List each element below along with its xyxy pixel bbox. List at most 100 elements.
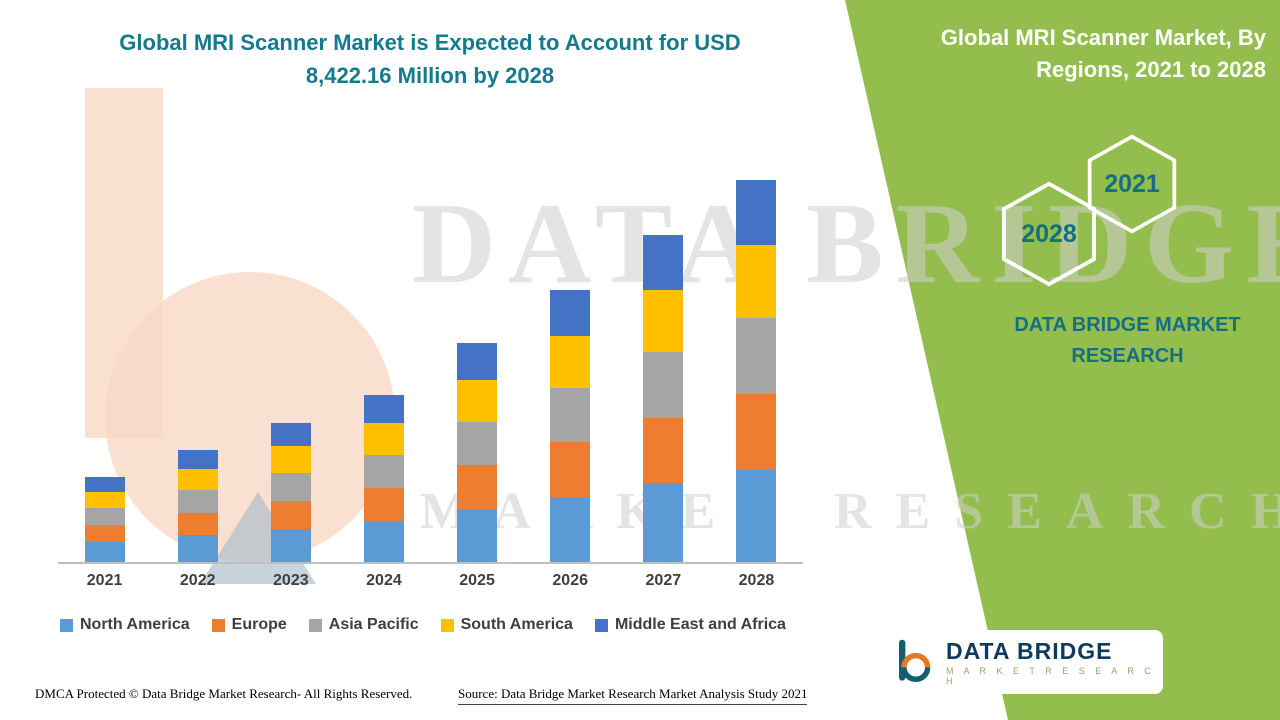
- bar-segment-europe-2023: [270, 500, 311, 529]
- bar-segment-south-america-2025: [457, 379, 498, 422]
- bar-group-2021: [58, 172, 151, 562]
- legend-label-europe: Europe: [231, 616, 287, 633]
- bar-segment-asia-pacific-2026: [550, 387, 591, 443]
- bar-stack-2025: [457, 172, 498, 562]
- legend-item-middle-east-and-africa: Middle East and Africa: [594, 616, 786, 634]
- bar-segment-europe-2025: [457, 465, 498, 510]
- dbmr-logo-card: DATA BRIDGE M A R K E T R E S E A R C H: [868, 630, 1163, 694]
- bar-segment-south-america-2023: [270, 446, 311, 473]
- legend-item-europe: Europe: [211, 616, 287, 634]
- bar-segment-asia-pacific-2021: [84, 507, 125, 525]
- legend-label-middle-east-and-africa: Middle East and Africa: [614, 616, 786, 633]
- legend-item-south-america: South America: [440, 616, 573, 634]
- bar-segment-middle-east-and-africa-2022: [177, 450, 218, 470]
- bar-segment-north-america-2028: [736, 470, 777, 562]
- bar-segment-south-america-2024: [363, 423, 404, 455]
- bar-segment-asia-pacific-2022: [177, 490, 218, 513]
- bar-stack-2023: [270, 172, 311, 562]
- hexagon-2028-label: 2028: [1021, 219, 1077, 248]
- bar-stack-2022: [177, 172, 218, 562]
- bar-segment-north-america-2023: [270, 528, 311, 562]
- legend-swatch-south-america: [440, 618, 454, 632]
- bar-stack-2028: [736, 172, 777, 562]
- dbmr-logo-text: DATA BRIDGE M A R K E T R E S E A R C H: [946, 639, 1163, 686]
- bar-segment-middle-east-and-africa-2025: [457, 342, 498, 380]
- x-axis-labels: 2021 2022 2023 2024 2025 2026 2027 2028: [58, 572, 803, 590]
- bar-segment-south-america-2021: [84, 491, 125, 508]
- bar-segment-north-america-2027: [643, 483, 684, 562]
- dbmr-b-icon: [899, 639, 931, 682]
- bar-segment-europe-2024: [363, 488, 404, 522]
- legend-swatch-europe: [211, 618, 225, 632]
- bar-segment-north-america-2024: [363, 521, 404, 562]
- hexagon-outline-icon: [1087, 134, 1177, 234]
- bar-segment-asia-pacific-2023: [270, 472, 311, 501]
- legend-label-north-america: North America: [80, 616, 190, 633]
- bar-segment-south-america-2028: [736, 245, 777, 318]
- plot-area: [58, 172, 803, 564]
- bar-segment-north-america-2022: [177, 535, 218, 562]
- bar-segment-asia-pacific-2028: [736, 317, 777, 394]
- bar-segment-south-america-2027: [643, 290, 684, 353]
- chart-title: Global MRI Scanner Market is Expected to…: [70, 26, 790, 92]
- hexagon-2021-label: 2021: [1104, 169, 1160, 198]
- bar-group-2028: [710, 172, 803, 562]
- bar-segment-south-america-2026: [550, 336, 591, 388]
- bar-segment-asia-pacific-2027: [643, 352, 684, 418]
- brand-text: DATA BRIDGE MARKET RESEARCH: [1000, 310, 1255, 372]
- bar-segment-north-america-2021: [84, 541, 125, 562]
- bar-segment-middle-east-and-africa-2024: [363, 394, 404, 424]
- bar-segment-middle-east-and-africa-2021: [84, 477, 125, 492]
- side-panel-title-line1: Global MRI Scanner Market, By: [940, 25, 1266, 50]
- bar-segment-middle-east-and-africa-2023: [270, 422, 311, 447]
- bar-segment-north-america-2026: [550, 496, 591, 562]
- legend-swatch-asia-pacific: [308, 618, 322, 632]
- bar-segment-europe-2026: [550, 442, 591, 497]
- side-panel-title: Global MRI Scanner Market, By Regions, 2…: [896, 22, 1266, 86]
- side-panel-title-line2: Regions, 2021 to 2028: [1036, 57, 1266, 82]
- bar-group-2025: [431, 172, 524, 562]
- x-label-2028: 2028: [738, 572, 775, 589]
- bar-segment-europe-2021: [84, 524, 125, 542]
- bar-segment-middle-east-and-africa-2027: [643, 234, 684, 291]
- x-label-2022: 2022: [179, 572, 216, 589]
- bar-segment-north-america-2025: [457, 509, 498, 562]
- bar-stack-2027: [643, 172, 684, 562]
- bar-segment-asia-pacific-2024: [363, 454, 404, 489]
- footer-dmca-text: DMCA Protected © Data Bridge Market Rese…: [35, 686, 413, 701]
- bar-group-2026: [524, 172, 617, 562]
- brand-text-line1: DATA BRIDGE MARKET: [1014, 314, 1241, 336]
- bar-segment-europe-2028: [736, 394, 777, 471]
- x-label-2024: 2024: [366, 572, 402, 589]
- bar-segment-europe-2027: [643, 417, 684, 484]
- bar-group-2022: [151, 172, 244, 562]
- bar-segment-asia-pacific-2025: [457, 421, 498, 466]
- bar-group-2024: [337, 172, 430, 562]
- bar-segment-europe-2022: [177, 512, 218, 536]
- dbmr-logo-name: DATA BRIDGE: [946, 637, 1113, 664]
- x-label-2027: 2027: [645, 572, 682, 589]
- x-label-2026: 2026: [552, 572, 588, 589]
- x-label-2025: 2025: [459, 572, 495, 589]
- x-label-2021: 2021: [86, 572, 123, 589]
- hexagon-2028: 2028: [1000, 180, 1098, 288]
- bar-segment-south-america-2022: [177, 469, 218, 491]
- chart-title-line2: 8,422.16 Million by 2028: [305, 63, 555, 88]
- legend-swatch-north-america: [60, 618, 73, 632]
- legend-label-asia-pacific: Asia Pacific: [328, 616, 419, 633]
- bar-group-2027: [617, 172, 710, 562]
- hexagon-outline-icon: [1001, 181, 1097, 287]
- bar-segment-middle-east-and-africa-2026: [550, 289, 591, 337]
- bar-group-2023: [244, 172, 337, 562]
- x-label-2023: 2023: [273, 572, 309, 589]
- bar-stack-2026: [550, 172, 591, 562]
- legend-swatch-middle-east-and-africa: [594, 618, 608, 632]
- bar-stack-2021: [84, 172, 125, 562]
- footer-source-text: Source: Data Bridge Market Research Mark…: [458, 686, 808, 705]
- bar-segment-middle-east-and-africa-2028: [736, 180, 777, 246]
- legend: North America Europe Asia Pacific South Ame…: [60, 616, 786, 634]
- bar-stack-2024: [363, 172, 404, 562]
- legend-label-south-america: South America: [460, 616, 573, 633]
- hexagon-2021: 2021: [1086, 133, 1178, 235]
